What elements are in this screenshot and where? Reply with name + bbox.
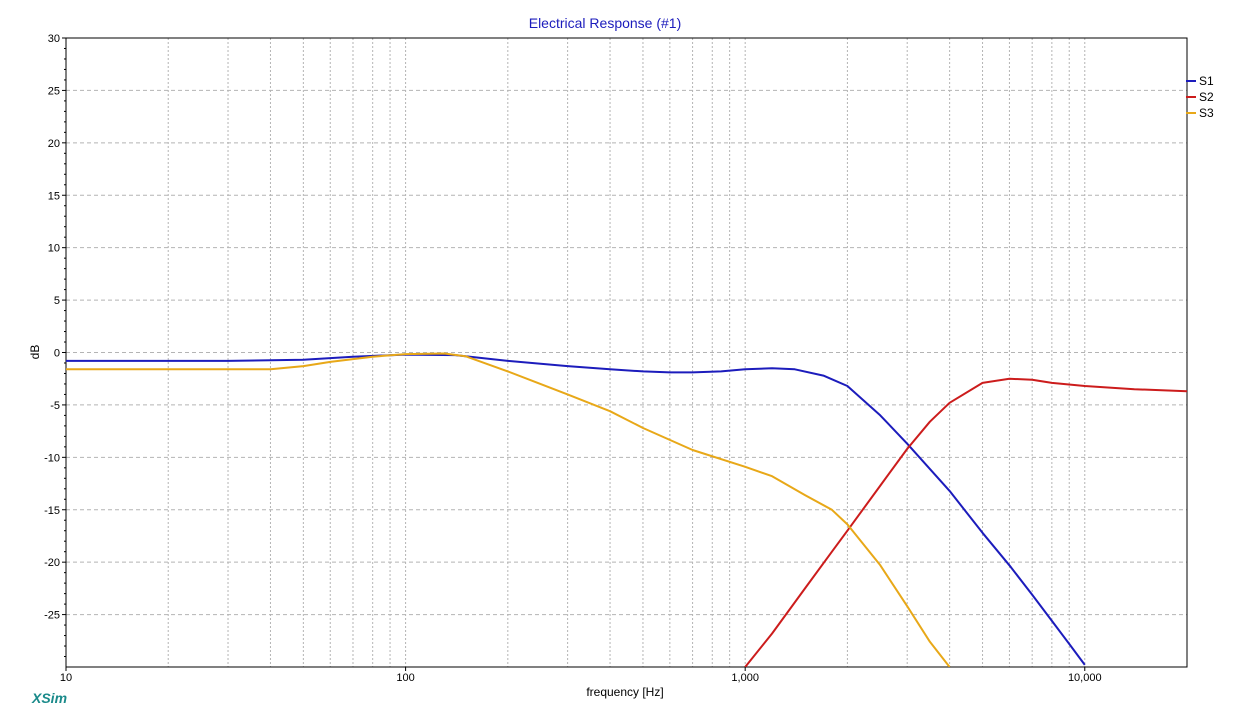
legend-label-s2: S2 [1199,90,1214,104]
series-line-s2 [744,377,1187,667]
y-tick-label: -25 [44,610,60,622]
y-axis-label: dB [28,345,42,360]
series-line-s3 [66,352,951,667]
legend-label-s3: S3 [1199,106,1214,120]
y-tick-label: 5 [54,295,60,307]
chart-grid [66,38,1187,667]
y-tick-label: 20 [48,138,60,150]
series-line-s1 [66,353,1086,666]
y-tick-label: -10 [44,452,60,464]
y-tick-label: 25 [48,85,60,97]
y-tick-label: 30 [48,33,60,45]
chart-title: Electrical Response (#1) [529,15,682,31]
x-tick-label: 10,000 [1068,672,1102,684]
y-tick-label: -15 [44,505,60,517]
legend-label-s1: S1 [1199,74,1214,88]
y-tick-label: 15 [48,190,60,202]
y-tick-label: 10 [48,243,60,255]
y-tick-label: 0 [54,348,60,360]
y-tick-label: -5 [50,400,60,412]
x-axis-label: frequency [Hz] [586,685,663,699]
y-axis-ticks: 30 25 20 15 10 5 0 -5 -10 -15 -20 -25 [44,33,66,658]
series-layer [66,352,1187,667]
x-tick-label: 100 [396,672,414,684]
xsim-logo: XSim [31,690,67,706]
chart-legend: S1 S2 S3 [1186,74,1214,120]
x-axis-ticks: 10 100 1,000 10,000 [60,667,1102,684]
x-tick-label: 1,000 [731,672,759,684]
x-tick-label: 10 [60,672,72,684]
y-tick-label: -20 [44,557,60,569]
